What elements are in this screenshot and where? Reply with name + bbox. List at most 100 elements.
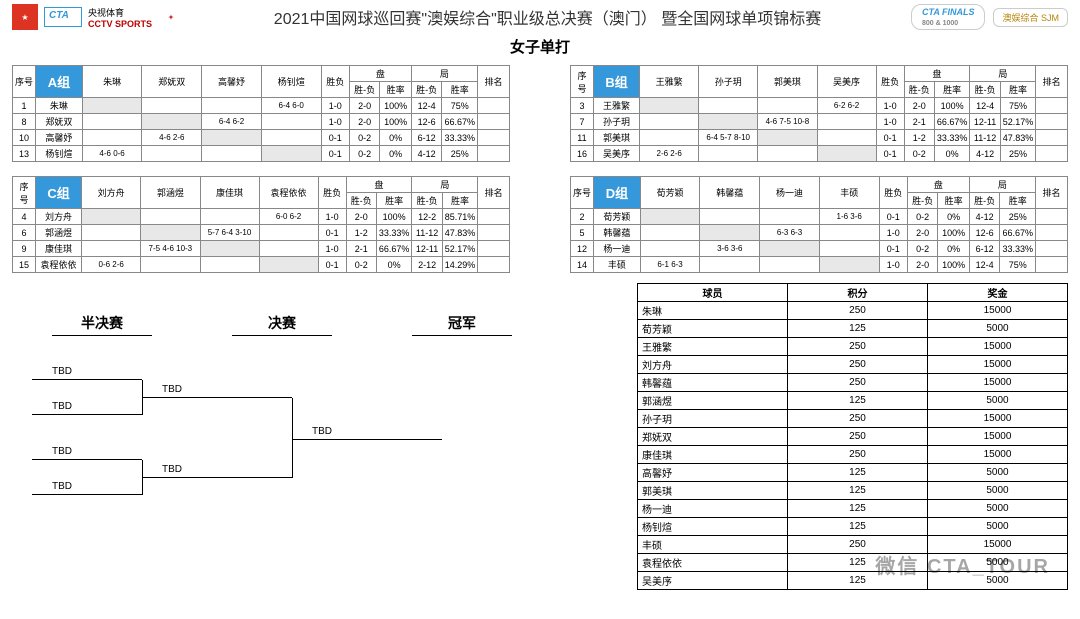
watermark: 微信 CTA_TOUR — [875, 550, 1050, 579]
cell-score — [760, 257, 820, 273]
col-jsl: 胜率 — [1000, 82, 1036, 98]
cell-jsl: 25% — [1000, 146, 1036, 162]
col-player: 郑妩双 — [142, 66, 202, 98]
cell-jsl: 66.67% — [442, 114, 478, 130]
cell-rank — [1036, 98, 1068, 114]
cell-seq: 9 — [13, 241, 36, 257]
col-pan: 盘 — [346, 177, 412, 193]
group-row: 5韩馨蕴6-3 6-31-02-0100%12-666.67% — [571, 225, 1068, 241]
cell-score — [758, 98, 817, 114]
cell-score — [640, 209, 700, 225]
cell-score — [699, 98, 758, 114]
col-prize: 奖金 — [928, 284, 1068, 302]
cell-wl: 0-1 — [318, 257, 346, 273]
col-player: 吴美序 — [817, 66, 876, 98]
cell-points: 250 — [788, 374, 928, 392]
col-seq: 序号 — [571, 66, 594, 98]
cell-name: 丰硕 — [594, 257, 641, 273]
cell-name: 韩馨蕴 — [594, 225, 641, 241]
group-name: C组 — [35, 177, 81, 209]
cell-wl: 0-1 — [876, 130, 904, 146]
col-wl: 胜负 — [876, 66, 904, 98]
cell-psl: 100% — [934, 98, 970, 114]
cell-wl: 0-1 — [318, 225, 346, 241]
cell-points: 250 — [788, 356, 928, 374]
cell-jsf: 12-6 — [969, 225, 1000, 241]
cell-player: 吴美序 — [638, 572, 788, 590]
col-psl: 胜率 — [376, 193, 412, 209]
cell-score: 6-0 6-2 — [259, 209, 318, 225]
cell-jsf: 12-2 — [412, 209, 442, 225]
logos-left: ★ CTA 央视体育 CCTV SPORTS ✦ — [12, 4, 184, 30]
cell-points: 125 — [788, 464, 928, 482]
group-name: D组 — [594, 177, 641, 209]
points-row: 韩馨蕴25015000 — [638, 374, 1068, 392]
cell-psl: 100% — [938, 225, 970, 241]
group-name: A组 — [36, 66, 83, 98]
sjm-badge: 澳娱综合 SJM — [993, 8, 1068, 27]
cell-wl: 0-1 — [879, 241, 907, 257]
cell-rank — [1036, 114, 1068, 130]
cell-psl: 100% — [938, 257, 970, 273]
cell-jsl: 52.17% — [1000, 114, 1036, 130]
cell-score — [82, 209, 141, 225]
cctv-logo: 央视体育 CCTV SPORTS — [88, 6, 152, 29]
cell-score — [82, 241, 141, 257]
cell-player: 王雅繁 — [638, 338, 788, 356]
cell-score — [202, 130, 262, 146]
cell-jsl: 25% — [442, 146, 478, 162]
cell-rank — [1035, 209, 1067, 225]
cell-name: 荀芳颖 — [594, 209, 641, 225]
cell-name: 王雅繁 — [593, 98, 639, 114]
cell-psl: 0% — [934, 146, 970, 162]
page-header: ★ CTA 央视体育 CCTV SPORTS ✦ 2021中国网球巡回赛"澳娱综… — [0, 0, 1080, 34]
cell-points: 250 — [788, 410, 928, 428]
subtitle: 女子单打 — [0, 36, 1080, 57]
group-row: 10高馨妤4-6 2-60-10-20%6-1233.33% — [13, 130, 510, 146]
cell-jsl: 47.83% — [442, 225, 478, 241]
cell-seq: 16 — [571, 146, 594, 162]
col-jsf: 胜-负 — [412, 193, 442, 209]
cell-wl: 1-0 — [876, 114, 904, 130]
cell-score: 6-4 5-7 8-10 — [699, 130, 758, 146]
cell-psf: 0-2 — [349, 130, 379, 146]
cell-wl: 1-0 — [879, 257, 907, 273]
col-rank: 排名 — [478, 177, 510, 209]
cell-psl: 33.33% — [376, 225, 412, 241]
col-rank: 排名 — [477, 66, 509, 98]
col-wl: 胜负 — [318, 177, 346, 209]
cell-psl: 100% — [380, 114, 412, 130]
cell-score — [142, 114, 202, 130]
group-header-row: 序号C组刘方舟郭涵煜康佳琪袁程依依胜负盘局排名 — [13, 177, 510, 193]
col-psl: 胜率 — [934, 82, 970, 98]
points-row: 郭涵煜1255000 — [638, 392, 1068, 410]
cell-score: 2-6 2-6 — [640, 146, 699, 162]
col-psf: 胜-负 — [907, 193, 937, 209]
group-table: 序号B组王雅繁孙子玥郭美琪吴美序胜负盘局排名胜-负胜率胜-负胜率3王雅繁6-2 … — [570, 65, 1068, 162]
cell-psf: 0-2 — [346, 257, 376, 273]
cell-score — [699, 114, 758, 130]
cell-psf: 2-1 — [904, 114, 934, 130]
cell-rank — [1035, 257, 1067, 273]
cell-score — [699, 146, 758, 162]
points-row: 郑妩双25015000 — [638, 428, 1068, 446]
col-rank: 排名 — [1036, 66, 1068, 98]
sponsor-logo-icon: ★ — [12, 4, 38, 30]
cell-jsl: 75% — [1000, 257, 1036, 273]
cell-score: 6-4 6-2 — [202, 114, 262, 130]
cell-seq: 14 — [571, 257, 594, 273]
cell-wl: 1-0 — [876, 98, 904, 114]
col-psf: 胜-负 — [346, 193, 376, 209]
cell-score — [760, 209, 820, 225]
points-wrap: 球员 积分 奖金 朱琳25015000荀芳颖1255000王雅繁25015000… — [552, 283, 1068, 590]
cell-score — [141, 257, 200, 273]
col-player: 韩馨蕴 — [700, 177, 760, 209]
cell-rank — [1035, 241, 1067, 257]
cell-points: 250 — [788, 338, 928, 356]
group-row: 4刘方舟6-0 6-21-02-0100%12-285.71% — [13, 209, 510, 225]
group-row: 16吴美序2-6 2-60-10-20%4-1225% — [571, 146, 1068, 162]
col-player: 刘方舟 — [82, 177, 141, 209]
col-seq: 序号 — [13, 66, 36, 98]
cell-wl: 0-1 — [876, 146, 904, 162]
logos-right: CTA FINALS 800 & 1000 澳娱综合 SJM — [911, 4, 1068, 30]
